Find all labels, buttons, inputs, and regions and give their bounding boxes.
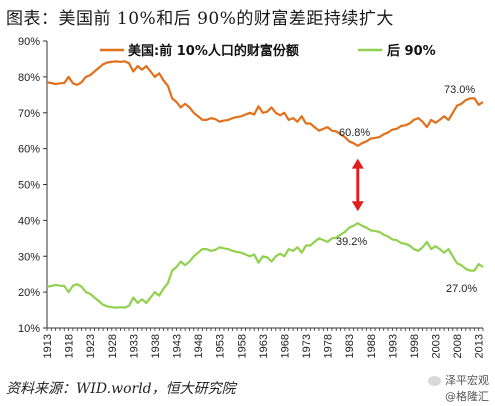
x-tick-label: 2013 xyxy=(474,334,486,358)
data-label-bottom90-end: 27.0% xyxy=(446,283,477,295)
chart-title: 图表：美国前 10%和后 90%的财富差距持续扩大 xyxy=(6,9,394,29)
x-tick-label: 1998 xyxy=(409,334,421,358)
series-line-top10 xyxy=(46,60,484,147)
wechat-icon xyxy=(428,376,441,386)
y-tick-label: 40% xyxy=(18,215,40,227)
legend-label-bottom90: 后 90% xyxy=(387,43,436,59)
x-tick-label: 1963 xyxy=(258,334,270,358)
y-tick-label: 30% xyxy=(18,251,40,263)
x-tick-label: 1948 xyxy=(193,334,205,358)
watermark-line2: @格隆汇 xyxy=(445,390,489,403)
watermark-line1: 泽平宏观 xyxy=(445,374,489,387)
x-tick-label: 2008 xyxy=(452,334,464,358)
x-tick-label: 1983 xyxy=(344,334,356,358)
data-label-top10-min: 60.8% xyxy=(339,127,370,139)
y-tick-label: 60% xyxy=(18,144,40,156)
data-label-bottom90-max: 39.2% xyxy=(336,236,367,248)
y-tick-label: 10% xyxy=(18,323,40,335)
y-tick-label: 80% xyxy=(18,72,40,84)
data-label-top10-end: 73.0% xyxy=(444,84,475,96)
x-tick-label: 1978 xyxy=(323,334,335,358)
x-tick-label: 1968 xyxy=(279,334,291,358)
watermark: 泽平宏观 @格隆汇 xyxy=(428,372,489,404)
x-tick-label: 1943 xyxy=(172,334,184,358)
y-tick-label: 20% xyxy=(18,287,40,299)
x-tick-label: 1928 xyxy=(107,334,119,358)
gap-arrow-head-down xyxy=(351,201,364,212)
series-line-bottom90 xyxy=(46,222,484,309)
y-tick-label: 70% xyxy=(18,108,40,120)
y-tick-label: 50% xyxy=(18,180,40,192)
legend-label-top10: 美国:前 10%人口的财富份额 xyxy=(128,43,299,59)
source-note: 资料来源：WID.world，恒大研究院 xyxy=(6,381,236,397)
x-tick-label: 1953 xyxy=(215,334,227,358)
x-tick-label: 1913 xyxy=(42,334,54,358)
x-tick-label: 1958 xyxy=(236,334,248,358)
y-tick-label: 90% xyxy=(18,36,40,48)
x-tick-label: 1993 xyxy=(387,334,399,358)
x-tick-label: 1973 xyxy=(301,334,313,358)
gap-arrow-head-up xyxy=(351,158,364,169)
x-tick-label: 1938 xyxy=(150,334,162,358)
x-tick-label: 1988 xyxy=(366,334,378,358)
x-tick-label: 1918 xyxy=(64,334,76,358)
x-tick-label: 1923 xyxy=(85,334,97,358)
x-tick-label: 1933 xyxy=(128,334,140,358)
x-tick-label: 2003 xyxy=(431,334,443,358)
